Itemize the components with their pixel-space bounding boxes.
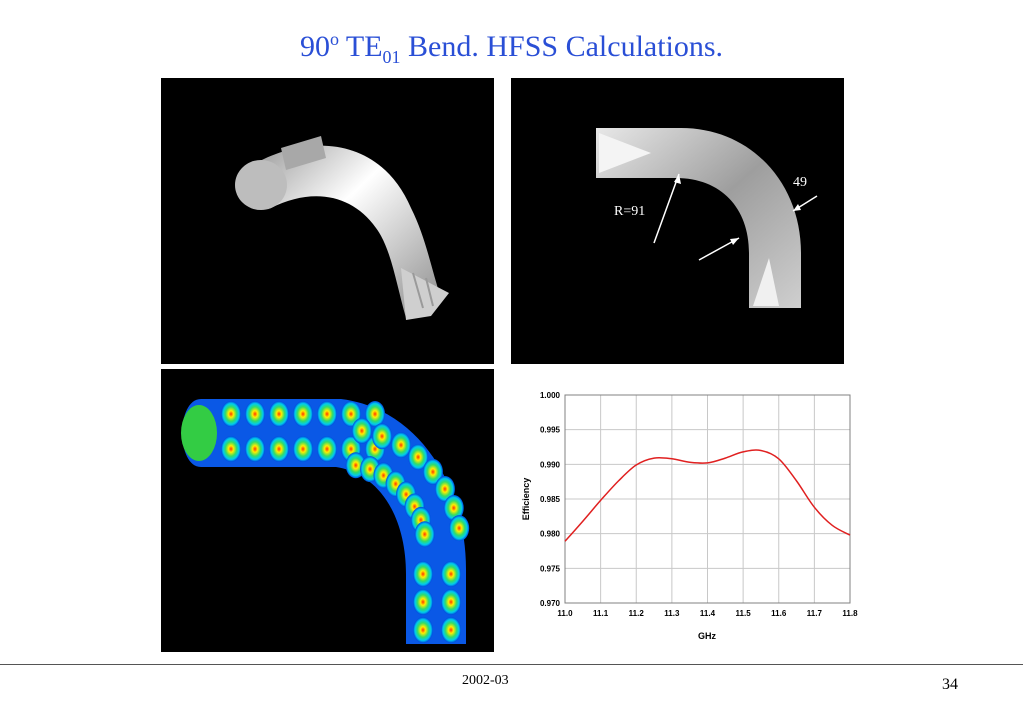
- field-cell: [245, 436, 265, 462]
- y-tick-label: 0.970: [540, 599, 561, 608]
- y-tick-label: 0.975: [540, 564, 561, 573]
- field-cell: [221, 401, 241, 427]
- x-tick-label: 11.1: [593, 609, 609, 618]
- efficiency-series-line: [564, 449, 851, 542]
- y-tick-label: 1.000: [540, 391, 561, 400]
- field-cell: [293, 401, 313, 427]
- field-distribution-view: [161, 369, 494, 652]
- y-tick-label: 0.985: [540, 495, 561, 504]
- bend-side-render: R=91 49: [596, 128, 818, 308]
- field-cell: [293, 436, 313, 462]
- bend-3d-view: [161, 78, 494, 364]
- footer-date: 2002-03: [462, 673, 509, 688]
- field-cell: [317, 401, 337, 427]
- x-tick-label: 11.8: [842, 609, 858, 618]
- x-tick-label: 11.2: [629, 609, 645, 618]
- page-title: 90o TE01 Bend. HFSS Calculations.: [299, 29, 724, 67]
- field-cell: [269, 436, 289, 462]
- efficiency-chart-svg: 0.970 0.975 0.980 0.985 0.990 0.995 1.000 11.0…: [521, 391, 858, 641]
- plot-frame: [564, 394, 851, 604]
- efficiency-chart: 0.970 0.975 0.980 0.985 0.990 0.995 1.000 11.0…: [511, 380, 866, 650]
- x-axis-label: GHz: [698, 631, 717, 641]
- field-cell: [443, 494, 464, 521]
- field-cell: [441, 589, 461, 615]
- field-cell: [413, 617, 433, 643]
- field-cell: [413, 561, 433, 587]
- field-cell: [422, 458, 443, 485]
- field-cell: [391, 432, 411, 459]
- field-cell: [351, 417, 372, 444]
- y-tick-label: 0.980: [540, 530, 561, 539]
- field-cell: [414, 521, 435, 548]
- field-cell: [434, 476, 455, 502]
- field-map: [181, 399, 470, 644]
- field-cell: [269, 401, 289, 427]
- page-number: 34: [942, 676, 958, 693]
- x-tick-label: 11.0: [557, 609, 573, 618]
- radius-arrow: [653, 173, 680, 244]
- y-axis-label: Efficiency: [521, 478, 531, 521]
- x-tick-label: 11.4: [700, 609, 716, 618]
- y-tick-label: 0.990: [540, 460, 561, 469]
- field-cell: [408, 444, 429, 471]
- x-tick-label: 11.7: [807, 609, 823, 618]
- width-label: 49: [793, 175, 807, 190]
- field-cell: [441, 561, 461, 587]
- field-cell: [413, 589, 433, 615]
- footer-rule: [0, 664, 1023, 665]
- bend-side-view: R=91 49: [511, 78, 844, 364]
- field-cell: [441, 617, 461, 643]
- field-cell: [449, 515, 470, 542]
- x-tick-label: 11.3: [664, 609, 680, 618]
- field-cell: [372, 423, 393, 450]
- field-cell: [221, 436, 241, 462]
- field-cell: [317, 436, 337, 462]
- field-cell: [365, 401, 385, 427]
- radius-label: R=91: [614, 204, 645, 219]
- bend-3d-render: [235, 136, 449, 320]
- y-tick-label: 0.995: [540, 426, 561, 435]
- field-cell: [245, 401, 265, 427]
- x-tick-label: 11.6: [771, 609, 787, 618]
- x-tick-label: 11.5: [736, 609, 752, 618]
